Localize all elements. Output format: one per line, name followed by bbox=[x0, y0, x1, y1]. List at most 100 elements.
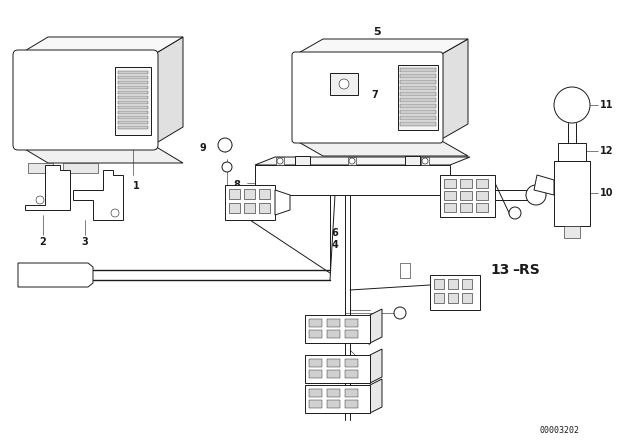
Circle shape bbox=[394, 307, 406, 319]
Bar bbox=[348, 157, 356, 165]
Circle shape bbox=[36, 196, 44, 204]
Bar bbox=[476, 203, 488, 212]
Bar bbox=[118, 121, 148, 124]
Circle shape bbox=[349, 158, 355, 164]
Text: 13: 13 bbox=[491, 263, 510, 277]
Bar bbox=[476, 179, 488, 188]
Circle shape bbox=[277, 158, 283, 164]
Bar bbox=[327, 359, 340, 367]
Bar bbox=[400, 92, 436, 96]
Bar bbox=[276, 157, 284, 165]
Polygon shape bbox=[370, 349, 382, 383]
Bar bbox=[400, 98, 436, 102]
Bar bbox=[118, 106, 148, 109]
Bar bbox=[476, 191, 488, 200]
Bar bbox=[448, 293, 458, 303]
Polygon shape bbox=[295, 140, 468, 156]
Text: 7: 7 bbox=[372, 90, 378, 100]
Bar bbox=[554, 161, 590, 226]
Polygon shape bbox=[405, 156, 420, 165]
Polygon shape bbox=[370, 379, 382, 413]
Bar bbox=[244, 189, 255, 199]
Text: 1: 1 bbox=[132, 181, 140, 191]
Circle shape bbox=[222, 162, 232, 172]
Polygon shape bbox=[534, 175, 554, 195]
Bar bbox=[305, 315, 370, 343]
Text: 00003202: 00003202 bbox=[540, 426, 580, 435]
Circle shape bbox=[509, 207, 521, 219]
Bar bbox=[309, 359, 322, 367]
Circle shape bbox=[526, 185, 546, 205]
Bar bbox=[118, 101, 148, 104]
Bar bbox=[63, 163, 98, 173]
Bar bbox=[327, 389, 340, 397]
Polygon shape bbox=[73, 170, 123, 220]
Bar bbox=[400, 122, 436, 126]
Polygon shape bbox=[295, 39, 468, 55]
Bar bbox=[309, 400, 322, 408]
Bar bbox=[400, 263, 410, 278]
Polygon shape bbox=[18, 263, 93, 287]
Bar bbox=[345, 389, 358, 397]
Bar bbox=[430, 275, 480, 310]
Bar bbox=[118, 126, 148, 129]
Bar bbox=[305, 385, 370, 413]
Bar bbox=[225, 185, 275, 220]
Bar bbox=[345, 370, 358, 378]
Bar bbox=[434, 279, 444, 289]
Text: 3: 3 bbox=[82, 237, 88, 247]
Bar bbox=[460, 191, 472, 200]
Bar bbox=[460, 203, 472, 212]
Bar bbox=[229, 189, 240, 199]
Bar bbox=[444, 179, 456, 188]
Bar bbox=[345, 319, 358, 327]
Text: 5: 5 bbox=[373, 27, 381, 37]
Circle shape bbox=[422, 158, 428, 164]
FancyBboxPatch shape bbox=[13, 50, 158, 150]
Bar bbox=[327, 319, 340, 327]
Polygon shape bbox=[18, 37, 183, 55]
Text: 8: 8 bbox=[234, 180, 241, 190]
Text: 9: 9 bbox=[200, 143, 206, 153]
Bar bbox=[327, 400, 340, 408]
Bar bbox=[444, 191, 456, 200]
Bar bbox=[434, 293, 444, 303]
Bar bbox=[118, 71, 148, 74]
Bar bbox=[118, 111, 148, 114]
Circle shape bbox=[554, 87, 590, 123]
Polygon shape bbox=[370, 309, 382, 343]
Bar bbox=[115, 67, 151, 135]
Text: –RS: –RS bbox=[512, 263, 540, 277]
Bar bbox=[309, 370, 322, 378]
Bar bbox=[400, 86, 436, 90]
Circle shape bbox=[339, 79, 349, 89]
FancyBboxPatch shape bbox=[292, 52, 443, 143]
Bar bbox=[259, 203, 270, 213]
Bar bbox=[345, 359, 358, 367]
Bar bbox=[28, 163, 53, 173]
Bar bbox=[259, 189, 270, 199]
Polygon shape bbox=[18, 145, 183, 163]
Text: 2: 2 bbox=[40, 237, 46, 247]
Bar bbox=[564, 226, 580, 238]
Bar bbox=[309, 319, 322, 327]
Polygon shape bbox=[295, 156, 310, 165]
Bar bbox=[244, 203, 255, 213]
Bar bbox=[327, 330, 340, 338]
Bar bbox=[330, 73, 358, 95]
Circle shape bbox=[218, 138, 232, 152]
Bar bbox=[400, 68, 436, 72]
Bar bbox=[462, 279, 472, 289]
Polygon shape bbox=[275, 190, 290, 215]
Bar bbox=[462, 293, 472, 303]
Circle shape bbox=[111, 209, 119, 217]
Bar bbox=[398, 65, 438, 130]
Bar bbox=[327, 370, 340, 378]
Bar bbox=[400, 80, 436, 84]
Bar bbox=[118, 116, 148, 119]
Bar bbox=[118, 81, 148, 84]
Bar bbox=[421, 157, 429, 165]
Bar bbox=[309, 330, 322, 338]
Bar bbox=[305, 355, 370, 383]
Bar bbox=[118, 96, 148, 99]
